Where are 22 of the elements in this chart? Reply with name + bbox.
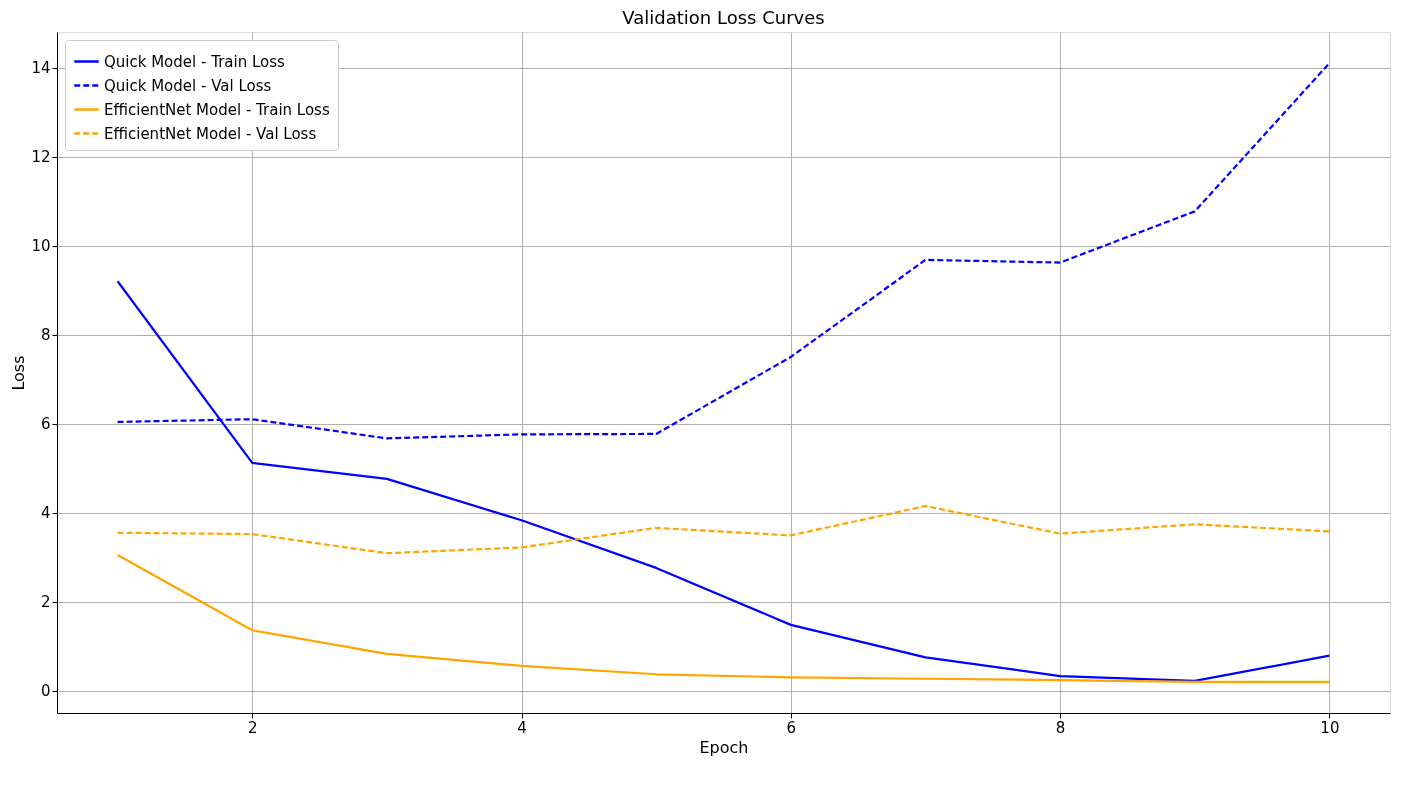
y-tick-label: 8: [40, 326, 51, 345]
x-tick-label: 8: [1055, 718, 1066, 737]
legend-label: Quick Model - Train Loss: [104, 52, 286, 71]
y-tick-label: 10: [31, 237, 51, 256]
y-tick-label: 6: [40, 415, 51, 434]
legend-label: EfficientNet Model - Train Loss: [104, 100, 330, 119]
y-tick-label: 2: [40, 593, 51, 612]
y-tick-label: 12: [31, 148, 51, 167]
x-tick-label: 6: [786, 718, 797, 737]
y-axis-title: Loss: [9, 355, 29, 391]
y-tick-label: 14: [31, 59, 51, 78]
chart-title: Validation Loss Curves: [622, 7, 825, 28]
x-tick-label: 2: [247, 718, 258, 737]
x-tick-label: 4: [517, 718, 527, 737]
x-axis-title: Epoch: [699, 737, 749, 757]
legend-label: Quick Model - Val Loss: [104, 76, 272, 95]
x-tick-label: 10: [1320, 718, 1340, 737]
line-series: [116, 504, 1331, 555]
y-tick-label: 4: [40, 504, 51, 523]
y-tick-label: 0: [40, 682, 51, 701]
line-series: [116, 553, 1331, 683]
legend-label: EfficientNet Model - Val Loss: [104, 124, 317, 143]
